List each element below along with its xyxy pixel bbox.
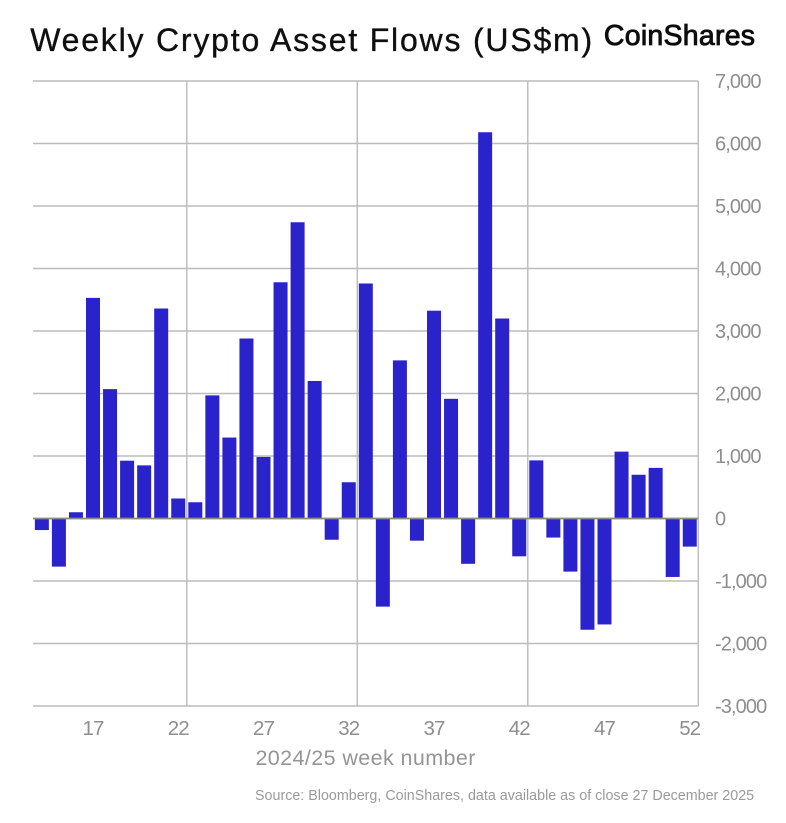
svg-text:-2,000: -2,000 bbox=[715, 634, 767, 656]
svg-text:2024/25 week number: 2024/25 week number bbox=[255, 746, 475, 770]
svg-text:7,000: 7,000 bbox=[715, 71, 761, 93]
svg-text:3,000: 3,000 bbox=[715, 321, 761, 343]
svg-text:6,000: 6,000 bbox=[715, 134, 761, 156]
svg-text:Source: Bloomberg, CoinShares,: Source: Bloomberg, CoinShares, data avai… bbox=[255, 788, 754, 804]
svg-text:-3,000: -3,000 bbox=[715, 696, 767, 718]
svg-text:5,000: 5,000 bbox=[715, 196, 761, 218]
svg-text:42: 42 bbox=[509, 717, 531, 740]
svg-text:-1,000: -1,000 bbox=[715, 571, 767, 593]
svg-text:52: 52 bbox=[679, 717, 701, 740]
svg-text:1,000: 1,000 bbox=[715, 446, 761, 468]
svg-text:37: 37 bbox=[423, 717, 445, 740]
svg-text:22: 22 bbox=[168, 717, 190, 740]
svg-text:32: 32 bbox=[338, 717, 360, 740]
svg-text:0: 0 bbox=[715, 509, 726, 531]
svg-text:17: 17 bbox=[82, 717, 104, 740]
svg-text:2,000: 2,000 bbox=[715, 384, 761, 406]
svg-text:4,000: 4,000 bbox=[715, 259, 761, 281]
svg-text:47: 47 bbox=[594, 717, 616, 740]
svg-text:27: 27 bbox=[253, 717, 275, 740]
